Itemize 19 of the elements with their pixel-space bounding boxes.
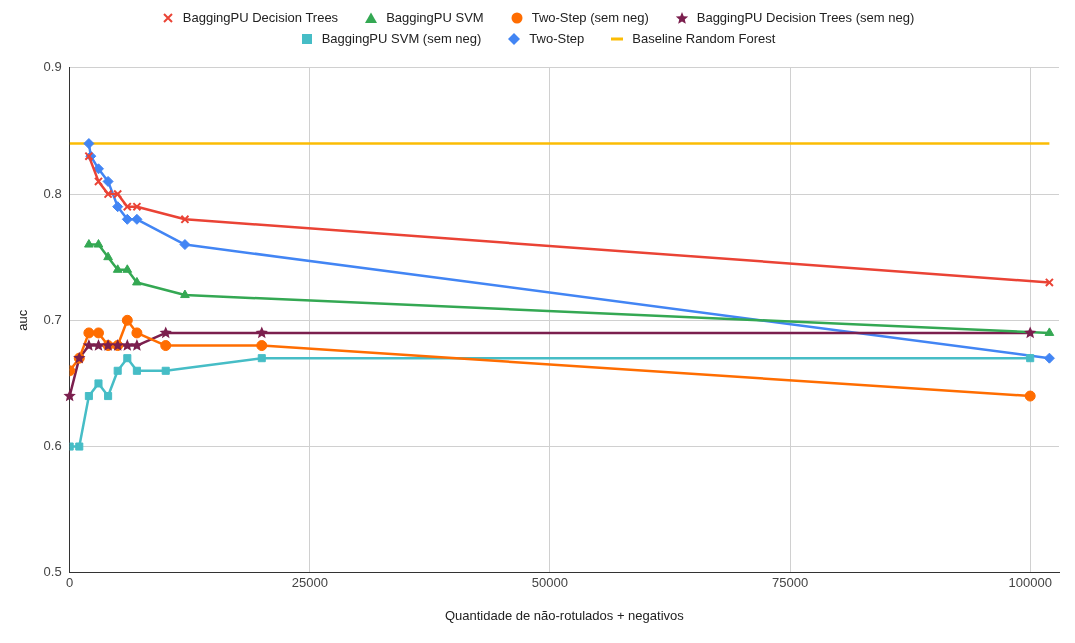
legend-label: Two-Step: [529, 31, 585, 46]
x-tick-label: 0: [66, 575, 74, 591]
y-axis-title: auc: [15, 309, 31, 331]
y-tick-label: 0.6: [43, 438, 62, 454]
legend-label: BaggingPU SVM (sem neg): [321, 31, 482, 46]
x-tick-label: 50000: [531, 575, 569, 591]
y-tick-label: 0.8: [43, 185, 62, 201]
y-tick-label: 0.9: [43, 59, 62, 75]
legend-label: Baseline Random Forest: [632, 31, 776, 46]
legend-label: BaggingPU SVM: [386, 10, 484, 25]
x-tick-label: 100000: [1008, 575, 1052, 591]
x-tick-label: 75000: [771, 575, 809, 591]
legend-label: Two-Step (sem neg): [531, 10, 649, 25]
x-axis-title: Quantidade de não-rotulados + negativos: [444, 607, 685, 623]
legend-label: BaggingPU Decision Trees (sem neg): [696, 10, 915, 25]
y-tick-label: 0.7: [43, 311, 62, 327]
legend-label: BaggingPU Decision Trees: [182, 10, 339, 25]
x-tick-label: 25000: [291, 575, 328, 591]
y-tick-label: 0.5: [43, 564, 62, 580]
